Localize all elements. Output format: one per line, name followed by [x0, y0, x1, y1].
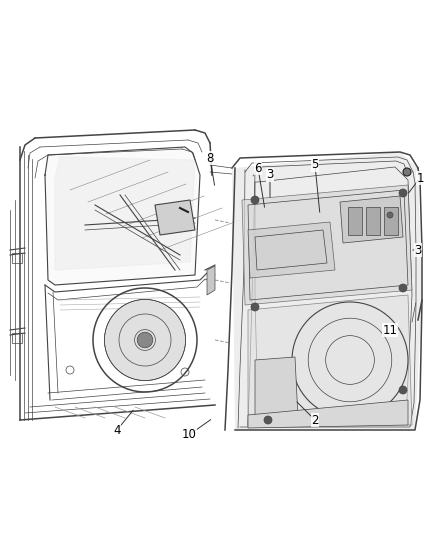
Polygon shape: [248, 222, 335, 278]
Polygon shape: [45, 147, 200, 285]
Bar: [12, 333, 22, 343]
Circle shape: [399, 284, 407, 292]
Text: 4: 4: [113, 424, 121, 437]
Text: 5: 5: [311, 158, 319, 172]
Circle shape: [399, 386, 407, 394]
Text: 3: 3: [266, 168, 274, 182]
Circle shape: [387, 212, 393, 218]
Polygon shape: [155, 200, 195, 235]
Circle shape: [292, 302, 408, 418]
Polygon shape: [55, 157, 195, 270]
Text: 10: 10: [182, 429, 196, 441]
Text: 11: 11: [382, 324, 398, 336]
Circle shape: [137, 332, 153, 348]
Circle shape: [403, 168, 411, 176]
Bar: [384, 207, 398, 235]
Bar: [12, 253, 22, 263]
Text: 6: 6: [254, 161, 262, 174]
Polygon shape: [248, 400, 408, 428]
Circle shape: [251, 196, 259, 204]
Polygon shape: [340, 196, 403, 243]
Circle shape: [399, 189, 407, 197]
Text: 2: 2: [311, 414, 319, 426]
Text: 1: 1: [416, 172, 424, 184]
Bar: [348, 207, 362, 235]
Polygon shape: [232, 152, 422, 430]
Polygon shape: [207, 266, 215, 295]
Polygon shape: [255, 357, 298, 418]
Circle shape: [104, 300, 186, 381]
Circle shape: [264, 416, 272, 424]
Text: 3: 3: [414, 244, 422, 256]
Text: 8: 8: [206, 151, 214, 165]
Circle shape: [251, 303, 259, 311]
Polygon shape: [248, 295, 412, 425]
Polygon shape: [242, 185, 412, 305]
Bar: [366, 207, 380, 235]
